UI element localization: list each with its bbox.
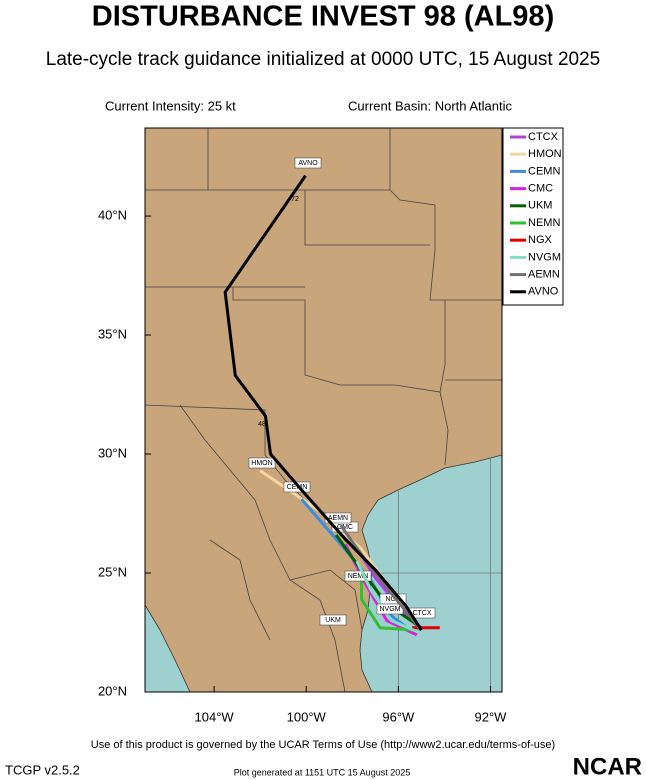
y-tick-label: 40°N xyxy=(98,207,127,222)
track xyxy=(360,570,417,632)
title: DISTURBANCE INVEST 98 (AL98) xyxy=(92,1,554,33)
legend-label: AEMN xyxy=(528,269,560,281)
track xyxy=(223,174,423,631)
track-label: NEMN xyxy=(348,573,369,580)
x-tick-label: 100°W xyxy=(287,709,327,724)
track-label: NGX xyxy=(385,596,401,603)
track xyxy=(334,534,423,629)
track xyxy=(339,524,423,632)
legend-label: AVNO xyxy=(528,286,559,298)
y-tick-label: 35°N xyxy=(98,326,127,341)
track-label-box xyxy=(344,570,372,582)
track-label: CTCX xyxy=(412,610,431,617)
frame xyxy=(144,127,503,693)
track-label-box xyxy=(294,157,322,169)
track-label: AEMN xyxy=(328,515,348,522)
terms: Use of this product is governed by the U… xyxy=(91,739,555,751)
generated: Plot generated at 1151 UTC 15 August 202… xyxy=(234,767,410,777)
x-tick-label: 96°W xyxy=(382,709,415,724)
legend: CTCX HMON CEMN CMC UKM NEMN NGX NVGM AEMN AVNO xyxy=(502,127,564,306)
intensity: Current Intensity: 25 kt xyxy=(105,98,236,113)
y-tick-label: 20°N xyxy=(98,683,127,698)
track-label-box xyxy=(248,457,276,469)
version: TCGP v2.5.2 xyxy=(5,762,80,777)
legend-label: CTCX xyxy=(528,131,559,143)
track-label: CMC xyxy=(337,524,353,531)
track-label-box xyxy=(319,614,347,626)
hour-label: 48 xyxy=(258,421,266,428)
x-tick-label: 104°W xyxy=(195,709,235,724)
hour-label: 72 xyxy=(291,196,299,203)
legend-label: CEMN xyxy=(528,165,560,177)
track-label: UKM xyxy=(325,617,341,624)
track-label: CEMN xyxy=(287,484,308,491)
track-label: AVNO xyxy=(298,160,318,167)
x-tick-label: 92°W xyxy=(475,709,508,724)
legend-label: NEMN xyxy=(528,217,560,229)
track-label: NVGM xyxy=(380,606,401,613)
track-label: HMON xyxy=(251,460,272,467)
legend-label: HMON xyxy=(528,148,562,160)
subtitle: Late-cycle track guidance initialized at… xyxy=(46,49,601,70)
logo: NCAR xyxy=(573,753,642,780)
y-tick-label: 30°N xyxy=(98,445,127,460)
tracks: CTCX HMON CEMN CMC UKM NEMN NGX NVGM AEMN AVNO 72 4… xyxy=(223,157,440,637)
legend-label: UKM xyxy=(528,200,552,212)
track-label-box xyxy=(283,481,311,493)
y-tick-label: 25°N xyxy=(98,564,127,579)
legend-label: CMC xyxy=(528,183,553,195)
legend-label: NVGM xyxy=(528,251,561,263)
map: CTCX HMON CEMN CMC UKM NEMN NGX NVGM AEMN AVNO 72 4… xyxy=(144,127,503,693)
legend-label: NGX xyxy=(528,234,553,246)
basin: Current Basin: North Atlantic xyxy=(348,98,513,113)
